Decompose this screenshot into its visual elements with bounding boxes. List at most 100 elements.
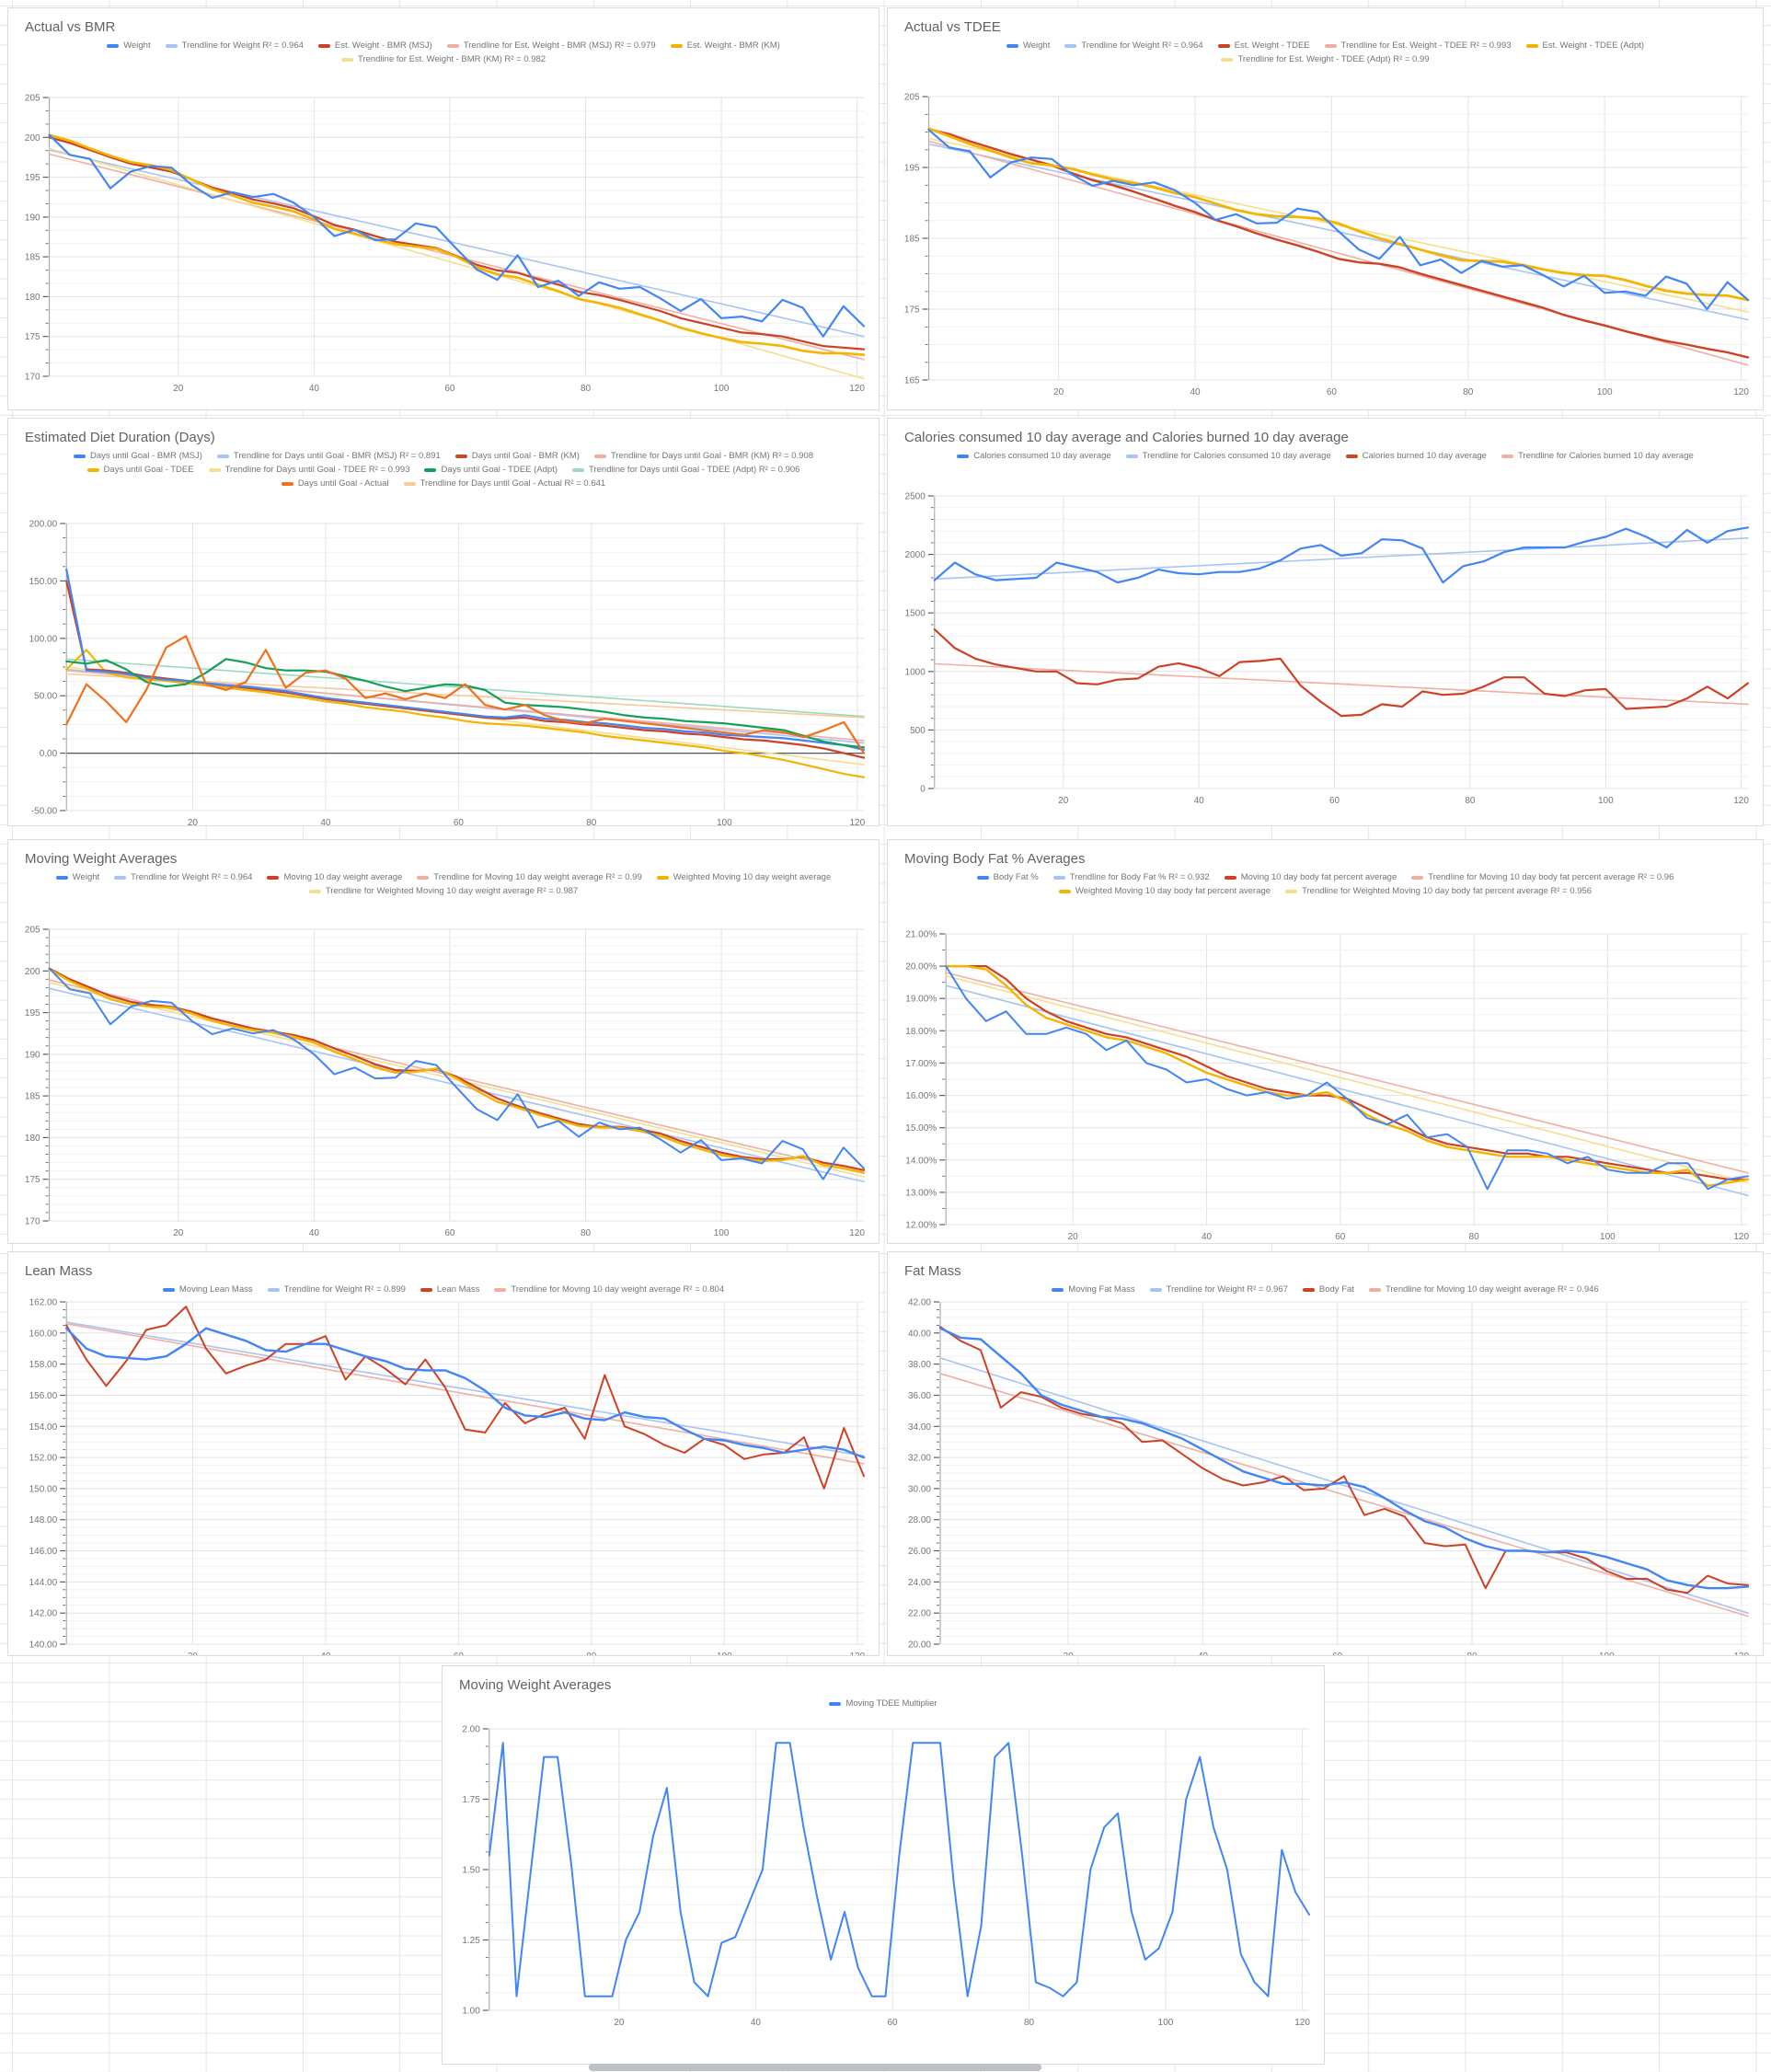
legend-item[interactable]: Weighted Moving 10 day weight average: [656, 872, 831, 882]
legend-swatch-icon: [420, 1287, 432, 1292]
legend-label: Est. Weight - BMR (KM): [686, 40, 780, 51]
legend-item[interactable]: Trendline for Weight R² = 0.899: [267, 1284, 406, 1295]
chart-card[interactable]: Actual vs BMR Weight Trendline for Weight …: [7, 7, 880, 410]
legend-item[interactable]: Trendline for Days until Goal - TDEE (Ad…: [572, 465, 799, 475]
legend-item[interactable]: Trendline for Weighted Moving 10 day bod…: [1285, 886, 1592, 896]
series-line: [927, 129, 1750, 311]
legend-item[interactable]: Trendline for Est. Weight - BMR (KM) R² …: [340, 54, 546, 64]
legend-item[interactable]: Moving Lean Mass: [162, 1284, 253, 1295]
legend-item[interactable]: Trendline for Calories consumed 10 day a…: [1125, 451, 1331, 461]
svg-text:80: 80: [1465, 796, 1476, 806]
chart-plot[interactable]: 20 40 60 80 100 120 162.00 160.00 158.00 156.00 15…: [8, 1252, 879, 1656]
series-line: [939, 1357, 1749, 1615]
legend-item[interactable]: Trendline for Body Fat % R² = 0.932: [1052, 872, 1210, 882]
chart-card[interactable]: Moving Weight Averages Weight Trendline fo…: [7, 839, 880, 1244]
chart-plot[interactable]: 20 40 60 80 100 120 21.00% 20.00% 19.00% 18.00% 17…: [888, 840, 1763, 1243]
legend-item[interactable]: Calories consumed 10 day average: [957, 451, 1111, 461]
legend-item[interactable]: Days until Goal - Actual: [281, 478, 389, 489]
legend-item[interactable]: Est. Weight - TDEE (Adpt): [1525, 40, 1644, 51]
chart-plot[interactable]: 20 40 60 80 100 120 42.00 40.00 38.00 36.00 34.00 3…: [888, 1252, 1763, 1656]
legend-item[interactable]: Trendline for Weighted Moving 10 day wei…: [308, 886, 578, 896]
legend-item[interactable]: Trendline for Days until Goal - BMR (KM)…: [593, 451, 814, 461]
legend-item[interactable]: Trendline for Weight R² = 0.967: [1149, 1284, 1288, 1295]
legend-label: Trendline for Body Fat % R² = 0.932: [1069, 872, 1210, 882]
horizontal-scrollbar-thumb[interactable]: [589, 2064, 1041, 2071]
legend-item[interactable]: Moving TDEE Multiplier: [829, 1698, 937, 1709]
legend-item[interactable]: Trendline for Moving 10 day body fat per…: [1411, 872, 1673, 882]
chart-card[interactable]: Actual vs TDEE Weight Trendline for Weight…: [887, 7, 1764, 410]
chart-card[interactable]: Moving Weight Averages Moving TDEE Multip…: [442, 1665, 1325, 2065]
legend-item[interactable]: Body Fat %: [976, 872, 1039, 882]
svg-text:80: 80: [1466, 1652, 1478, 1655]
chart-plot[interactable]: 20 40 60 80 100 120 205 195 185 175 165: [888, 8, 1763, 409]
legend-item[interactable]: Est. Weight - BMR (MSJ): [317, 40, 432, 51]
legend-item[interactable]: Trendline for Calories burned 10 day ave…: [1501, 451, 1694, 461]
legend-swatch-icon: [1221, 57, 1234, 62]
legend-swatch-icon: [216, 454, 229, 458]
legend-item[interactable]: Moving Fat Mass: [1052, 1284, 1135, 1295]
legend-item[interactable]: Trendline for Weight R² = 0.964: [114, 872, 252, 882]
svg-text:175: 175: [25, 1175, 40, 1185]
chart-plot[interactable]: 20 40 60 80 100 120 205 200 195 190 185 180 175 170: [8, 8, 879, 409]
legend-label: Trendline for Est. Weight - TDEE (Adpt) …: [1237, 54, 1430, 64]
legend-item[interactable]: Trendline for Days until Goal - TDEE R² …: [208, 465, 409, 475]
legend-item[interactable]: Est. Weight - BMR (KM): [670, 40, 780, 51]
legend-item[interactable]: Days until Goal - BMR (MSJ): [73, 451, 202, 461]
series-line: [945, 964, 1750, 1188]
legend-item[interactable]: Trendline for Moving 10 day weight avera…: [1368, 1284, 1599, 1295]
legend-item[interactable]: Trendline for Weight R² = 0.964: [1064, 40, 1203, 51]
legend-item[interactable]: Trendline for Days until Goal - BMR (MSJ…: [216, 451, 441, 461]
legend-item[interactable]: Weight: [107, 40, 151, 51]
legend-item[interactable]: Moving 10 day weight average: [267, 872, 402, 882]
chart-plot[interactable]: 20 40 60 80 100 120 205 200 195 190 185 180 175 170: [8, 840, 879, 1243]
series-line: [945, 965, 1749, 1191]
chart-plot[interactable]: 20 40 60 80 100 120 200.00 150.00 100.00 50.00 0.0…: [8, 419, 879, 826]
legend-label: Trendline for Calories burned 10 day ave…: [1517, 451, 1694, 461]
chart-legend: Weight Trendline for Weight R² = 0.964 Est…: [888, 40, 1763, 64]
legend-item[interactable]: Body Fat: [1302, 1284, 1354, 1295]
svg-text:80: 80: [586, 1652, 597, 1655]
chart-legend: Weight Trendline for Weight R² = 0.964 Mov…: [8, 872, 879, 896]
legend-item[interactable]: Trendline for Moving 10 day weight avera…: [417, 872, 642, 882]
legend-item[interactable]: Calories burned 10 day average: [1345, 451, 1487, 461]
svg-text:20: 20: [1053, 387, 1064, 397]
legend-label: Days until Goal - BMR (MSJ): [89, 451, 202, 461]
legend-item[interactable]: Days until Goal - TDEE: [86, 465, 194, 475]
legend-label: Moving Fat Mass: [1068, 1284, 1135, 1295]
legend-label: Trendline for Days until Goal - BMR (KM)…: [610, 451, 814, 461]
legend-item[interactable]: Weight: [1006, 40, 1050, 51]
legend-item[interactable]: Weighted Moving 10 day body fat percent …: [1058, 886, 1271, 896]
legend-item[interactable]: Lean Mass: [420, 1284, 479, 1295]
series-line: [945, 984, 1749, 1197]
svg-text:60: 60: [1329, 796, 1340, 806]
svg-text:100.00: 100.00: [29, 634, 58, 644]
legend-swatch-icon: [424, 467, 437, 472]
legend-item[interactable]: Days until Goal - BMR (KM): [454, 451, 580, 461]
chart-plot[interactable]: 20 40 60 80 100 120 2500 2000 1500 1000 500 0: [888, 419, 1763, 825]
legend-item[interactable]: Trendline for Days until Goal - Actual R…: [403, 478, 605, 489]
series-line: [938, 1327, 1750, 1590]
chart-card[interactable]: Moving Body Fat % Averages Body Fat % Tren…: [887, 839, 1764, 1244]
svg-text:22.00: 22.00: [908, 1609, 931, 1619]
chart-card[interactable]: Calories consumed 10 day average and Cal…: [887, 418, 1764, 826]
series-line: [48, 967, 865, 1180]
series-line: [933, 526, 1750, 584]
chart-card[interactable]: Fat Mass Moving Fat Mass Trendline for Wei…: [887, 1251, 1764, 1656]
legend-swatch-icon: [1368, 1287, 1381, 1292]
chart-card[interactable]: Lean Mass Moving Lean Mass Trendline for W…: [7, 1251, 880, 1656]
chart-plot[interactable]: 20 40 60 80 100 120 2.00 1.75 1.50 1.25 1.00: [443, 1666, 1324, 2064]
legend-item[interactable]: Trendline for Weight R² = 0.964: [165, 40, 304, 51]
legend-item[interactable]: Trendline for Est. Weight - BMR (MSJ) R²…: [446, 40, 656, 51]
legend-swatch-icon: [829, 1701, 842, 1706]
svg-text:-50.00: -50.00: [31, 807, 58, 817]
legend-item[interactable]: Est. Weight - TDEE: [1217, 40, 1310, 51]
legend-label: Moving 10 day weight average: [283, 872, 403, 882]
chart-card[interactable]: Estimated Diet Duration (Days) Days until…: [7, 418, 880, 826]
legend-item[interactable]: Trendline for Est. Weight - TDEE R² = 0.…: [1324, 40, 1512, 51]
svg-text:154.00: 154.00: [29, 1422, 58, 1433]
legend-item[interactable]: Weight: [55, 872, 99, 882]
legend-item[interactable]: Trendline for Moving 10 day weight avera…: [494, 1284, 724, 1295]
legend-item[interactable]: Moving 10 day body fat percent average: [1224, 872, 1397, 882]
legend-item[interactable]: Days until Goal - TDEE (Adpt): [424, 465, 558, 475]
legend-item[interactable]: Trendline for Est. Weight - TDEE (Adpt) …: [1221, 54, 1430, 64]
